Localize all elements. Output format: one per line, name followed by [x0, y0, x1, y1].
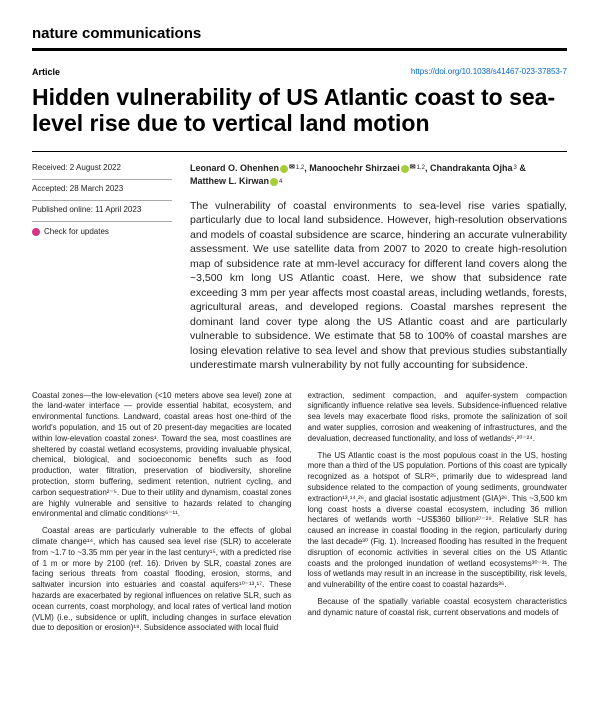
divider	[32, 221, 172, 222]
meta-column: Received: 2 August 2022 Accepted: 28 Mar…	[32, 162, 172, 373]
body-column-right: extraction, sediment compaction, and aqu…	[308, 391, 568, 641]
doi-link[interactable]: https://doi.org/10.1038/s41467-023-37853…	[32, 67, 567, 76]
affiliation-ref: 3	[514, 164, 517, 173]
orcid-icon[interactable]	[270, 178, 278, 186]
affiliation-ref: 1,2	[296, 164, 304, 173]
affiliation-ref: 1,2	[417, 164, 425, 173]
orcid-icon[interactable]	[401, 165, 409, 173]
accepted-date: Accepted: 28 March 2023	[32, 183, 172, 196]
author-name: Chandrakanta Ojha	[430, 162, 513, 176]
author: Chandrakanta Ojha3	[430, 162, 517, 176]
updates-label: Check for updates	[44, 226, 109, 239]
meta-abstract-row: Received: 2 August 2022 Accepted: 28 Mar…	[32, 162, 567, 373]
received-date: Received: 2 August 2022	[32, 162, 172, 175]
body-paragraph: Because of the spatially variable coasta…	[308, 597, 568, 619]
author-name: Matthew L. Kirwan	[190, 175, 269, 189]
header-rule	[32, 48, 567, 51]
abstract-column: Leonard O. Ohenhen ✉1,2, Manoochehr Shir…	[190, 162, 567, 373]
author: Leonard O. Ohenhen ✉1,2	[190, 162, 304, 176]
author-name: Leonard O. Ohenhen	[190, 162, 279, 176]
body-column-left: Coastal zones—the low-elevation (<10 met…	[32, 391, 292, 641]
title-rule	[32, 151, 567, 152]
body-paragraph: extraction, sediment compaction, and aqu…	[308, 391, 568, 445]
author: Matthew L. Kirwan 4	[190, 175, 282, 189]
header: nature communications	[32, 24, 567, 42]
body-columns: Coastal zones—the low-elevation (<10 met…	[32, 391, 567, 641]
divider	[32, 200, 172, 201]
author: Manoochehr Shirzaei ✉1,2	[309, 162, 425, 176]
author-name: Manoochehr Shirzaei	[309, 162, 400, 176]
author-list: Leonard O. Ohenhen ✉1,2, Manoochehr Shir…	[190, 162, 567, 189]
body-paragraph: Coastal zones—the low-elevation (<10 met…	[32, 391, 292, 521]
body-paragraph: Coastal areas are particularly vulnerabl…	[32, 526, 292, 634]
affiliation-ref: 4	[279, 178, 282, 187]
journal-name: nature communications	[32, 25, 201, 42]
mail-icon[interactable]: ✉	[410, 163, 416, 174]
check-updates-link[interactable]: Check for updates	[32, 226, 172, 239]
orcid-icon[interactable]	[280, 165, 288, 173]
mail-icon[interactable]: ✉	[289, 163, 295, 174]
abstract-text: The vulnerability of coastal environment…	[190, 199, 567, 373]
article-title: Hidden vulnerability of US Atlantic coas…	[32, 84, 567, 137]
updates-icon	[32, 228, 40, 236]
body-paragraph: The US Atlantic coast is the most populo…	[308, 451, 568, 591]
divider	[32, 179, 172, 180]
published-date: Published online: 11 April 2023	[32, 204, 172, 217]
